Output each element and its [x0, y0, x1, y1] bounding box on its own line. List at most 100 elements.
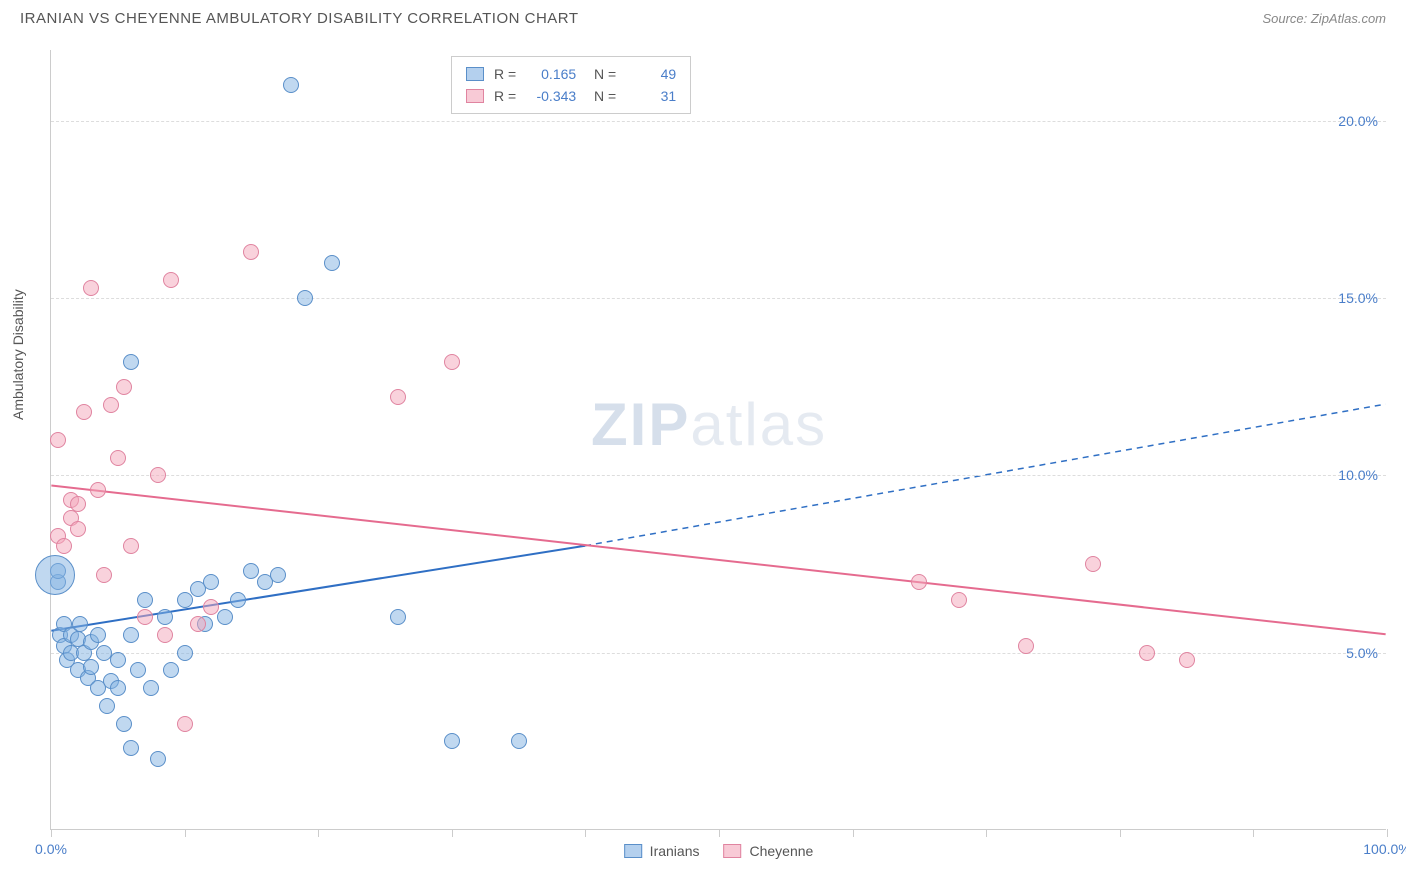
y-tick-label: 10.0%: [1338, 467, 1378, 483]
swatch-blue-icon: [466, 67, 484, 81]
x-tick: [1120, 829, 1121, 837]
data-point: [116, 716, 132, 732]
swatch-pink-icon: [723, 844, 741, 858]
data-point: [1139, 645, 1155, 661]
series-legend: Iranians Cheyenne: [624, 843, 814, 859]
data-point: [35, 555, 75, 595]
data-point: [511, 733, 527, 749]
legend-label: Iranians: [650, 843, 700, 859]
r-value-cheyenne: -0.343: [526, 85, 576, 107]
y-tick-label: 15.0%: [1338, 290, 1378, 306]
chart-plot-area: ZIPatlas R = 0.165 N = 49 R = -0.343 N =…: [50, 50, 1386, 830]
n-value-cheyenne: 31: [626, 85, 676, 107]
data-point: [163, 662, 179, 678]
data-point: [217, 609, 233, 625]
legend-item-cheyenne: Cheyenne: [723, 843, 813, 859]
data-point: [157, 609, 173, 625]
data-point: [70, 521, 86, 537]
data-point: [130, 662, 146, 678]
data-point: [123, 538, 139, 554]
legend-item-iranians: Iranians: [624, 843, 700, 859]
n-label: N =: [586, 85, 616, 107]
data-point: [137, 592, 153, 608]
data-point: [110, 652, 126, 668]
data-point: [157, 627, 173, 643]
x-tick: [318, 829, 319, 837]
source-label: Source: ZipAtlas.com: [1262, 11, 1386, 26]
data-point: [123, 627, 139, 643]
legend-row-iranians: R = 0.165 N = 49: [466, 63, 676, 85]
data-point: [951, 592, 967, 608]
data-point: [911, 574, 927, 590]
data-point: [83, 280, 99, 296]
r-label: R =: [494, 63, 516, 85]
data-point: [116, 379, 132, 395]
data-point: [123, 354, 139, 370]
data-point: [103, 397, 119, 413]
data-point: [324, 255, 340, 271]
n-value-iranians: 49: [626, 63, 676, 85]
data-point: [177, 645, 193, 661]
data-point: [390, 389, 406, 405]
data-point: [70, 496, 86, 512]
n-label: N =: [586, 63, 616, 85]
y-axis-label: Ambulatory Disability: [10, 289, 26, 420]
data-point: [83, 659, 99, 675]
y-tick-label: 5.0%: [1346, 645, 1378, 661]
data-point: [283, 77, 299, 93]
x-tick: [452, 829, 453, 837]
data-point: [1018, 638, 1034, 654]
x-tick: [1387, 829, 1388, 837]
swatch-blue-icon: [624, 844, 642, 858]
y-tick-label: 20.0%: [1338, 113, 1378, 129]
x-tick-label: 100.0%: [1363, 841, 1406, 857]
data-point: [150, 751, 166, 767]
data-point: [203, 599, 219, 615]
data-point: [90, 482, 106, 498]
data-point: [444, 354, 460, 370]
x-tick: [185, 829, 186, 837]
r-label: R =: [494, 85, 516, 107]
data-point: [72, 616, 88, 632]
trend-lines: [51, 50, 1386, 829]
data-point: [390, 609, 406, 625]
data-point: [270, 567, 286, 583]
r-value-iranians: 0.165: [526, 63, 576, 85]
data-point: [230, 592, 246, 608]
data-point: [50, 432, 66, 448]
data-point: [163, 272, 179, 288]
x-tick: [853, 829, 854, 837]
data-point: [110, 450, 126, 466]
x-tick: [1253, 829, 1254, 837]
data-point: [143, 680, 159, 696]
data-point: [56, 538, 72, 554]
data-point: [177, 716, 193, 732]
data-point: [76, 404, 92, 420]
correlation-legend: R = 0.165 N = 49 R = -0.343 N = 31: [451, 56, 691, 114]
x-tick: [585, 829, 586, 837]
data-point: [90, 627, 106, 643]
x-tick-label: 0.0%: [35, 841, 67, 857]
data-point: [243, 244, 259, 260]
gridline: [51, 298, 1386, 299]
chart-title: IRANIAN VS CHEYENNE AMBULATORY DISABILIT…: [20, 10, 579, 27]
data-point: [99, 698, 115, 714]
legend-label: Cheyenne: [749, 843, 813, 859]
x-tick: [719, 829, 720, 837]
x-tick: [51, 829, 52, 837]
x-tick: [986, 829, 987, 837]
legend-row-cheyenne: R = -0.343 N = 31: [466, 85, 676, 107]
data-point: [123, 740, 139, 756]
data-point: [137, 609, 153, 625]
data-point: [190, 616, 206, 632]
data-point: [1179, 652, 1195, 668]
data-point: [177, 592, 193, 608]
data-point: [297, 290, 313, 306]
data-point: [96, 567, 112, 583]
gridline: [51, 121, 1386, 122]
data-point: [1085, 556, 1101, 572]
gridline: [51, 475, 1386, 476]
data-point: [110, 680, 126, 696]
swatch-pink-icon: [466, 89, 484, 103]
data-point: [444, 733, 460, 749]
